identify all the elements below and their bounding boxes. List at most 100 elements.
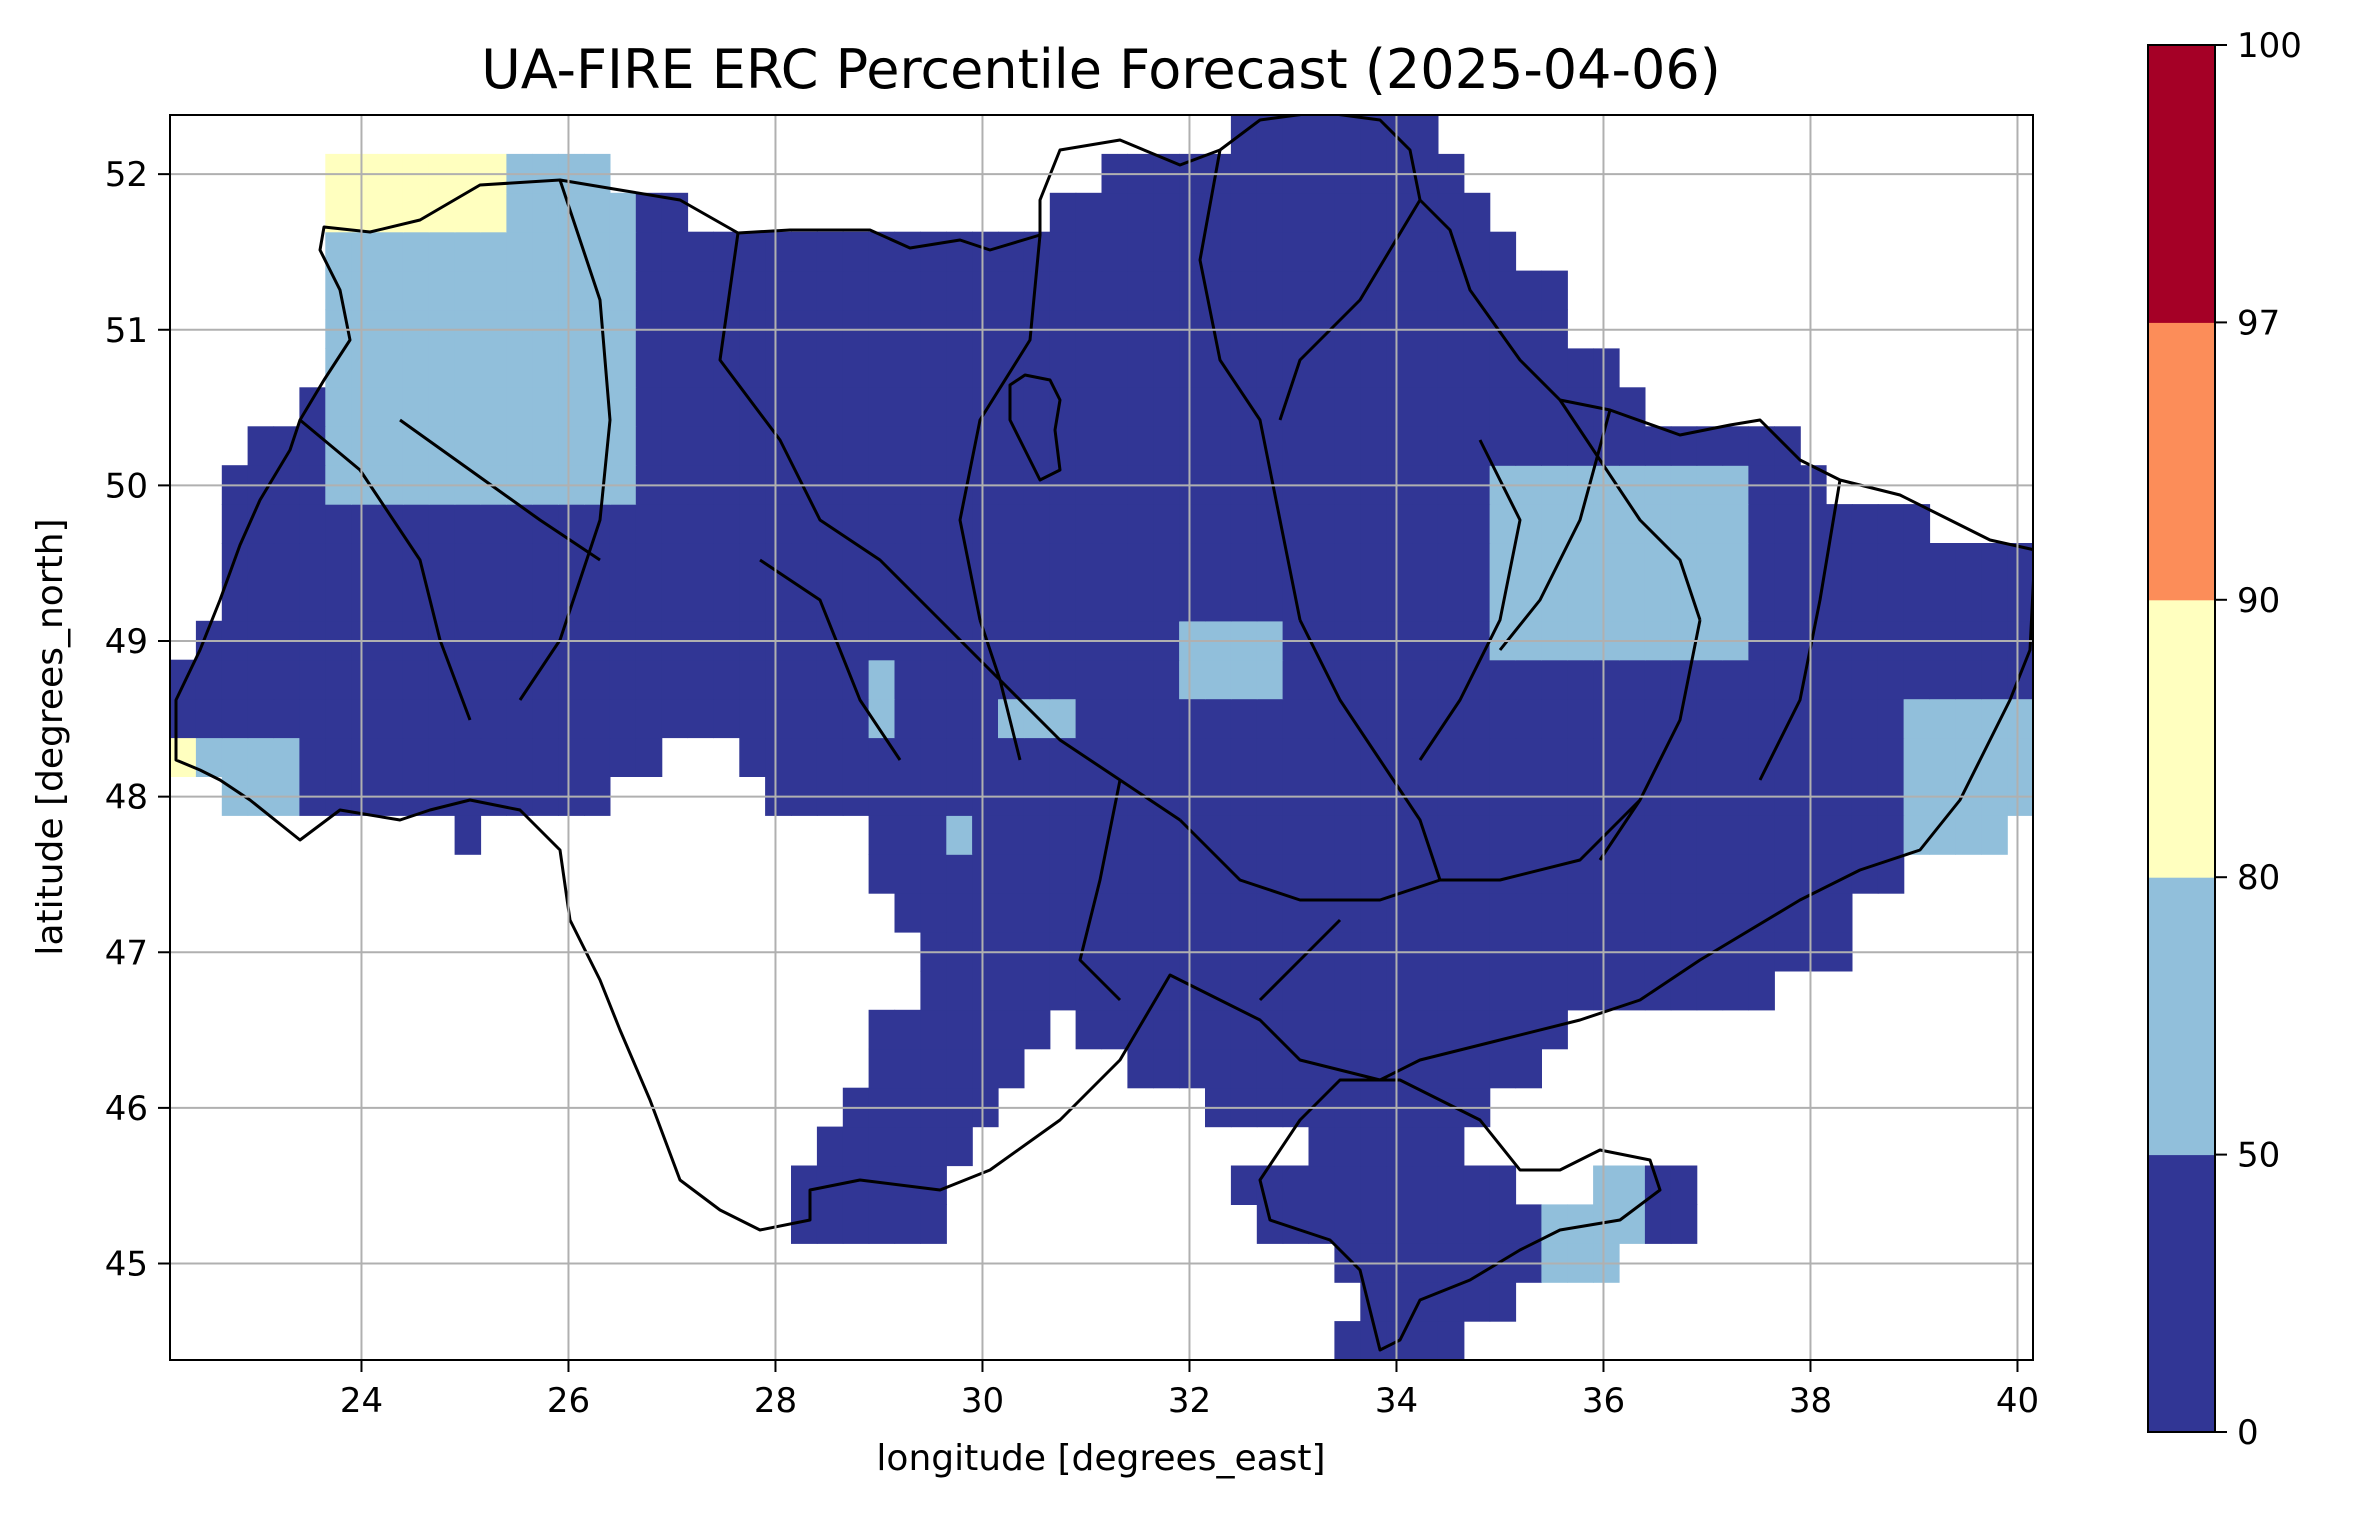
heatmap-cell [377, 270, 404, 311]
heatmap-cell [635, 387, 663, 427]
heatmap-cell [1877, 737, 1905, 777]
heatmap-cell [480, 543, 507, 583]
heatmap-cell [1412, 543, 1439, 583]
heatmap-cell [1567, 737, 1594, 777]
heatmap-cell [454, 231, 482, 272]
heatmap-cell [1722, 426, 1749, 466]
heatmap-cell [1386, 270, 1413, 311]
heatmap-cell [1230, 192, 1258, 233]
heatmap-cell [1489, 1282, 1517, 1322]
heatmap-cell [454, 348, 482, 388]
heatmap-cell [1101, 270, 1128, 311]
heatmap-cell [1075, 504, 1103, 544]
heatmap-cell [894, 270, 921, 311]
heatmap-cell [273, 737, 300, 777]
heatmap-cell [1386, 426, 1413, 466]
heatmap-cell [273, 543, 300, 583]
heatmap-cell [1282, 815, 1310, 855]
heatmap-cell [1541, 893, 1568, 933]
heatmap-cell [1489, 659, 1517, 700]
heatmap-cell [351, 698, 378, 739]
heatmap-cell [195, 698, 223, 739]
heatmap-cell [894, 387, 921, 427]
heatmap-cell [1541, 737, 1568, 777]
heatmap-cell [946, 270, 973, 311]
heatmap-cell [1205, 893, 1232, 933]
heatmap-cell [972, 270, 999, 311]
heatmap-cell [1101, 192, 1128, 233]
heatmap-cell [1386, 854, 1413, 894]
heatmap-cell [1670, 893, 1698, 933]
heatmap-cell [946, 348, 973, 388]
heatmap-cell [1903, 504, 1931, 544]
heatmap-cell [1981, 737, 2008, 777]
heatmap-cell [506, 426, 533, 466]
heatmap-cell [480, 698, 507, 739]
heatmap-cell [1981, 543, 2008, 583]
heatmap-cell [1619, 581, 1646, 622]
heatmap-cell [1541, 504, 1568, 544]
heatmap-cell [713, 543, 740, 583]
heatmap-cell [868, 504, 896, 544]
heatmap-cell [402, 698, 430, 739]
heatmap-cell [1722, 698, 1749, 739]
heatmap-cell [1696, 426, 1724, 466]
heatmap-cell [1955, 698, 1982, 739]
heatmap-cell [946, 1009, 973, 1050]
heatmap-cell [584, 659, 611, 700]
heatmap-cell [1127, 970, 1154, 1011]
heatmap-cell [1256, 543, 1284, 583]
heatmap-cell [1282, 192, 1310, 233]
heatmap-cell [1334, 1126, 1361, 1167]
heatmap-cell [661, 543, 689, 583]
x-axis-ticks: 24 26 28 30 32 34 36 38 40 [340, 1360, 2039, 1421]
heatmap-cell [1230, 815, 1258, 855]
heatmap-cell [1877, 543, 1905, 583]
heatmap-cell [635, 698, 663, 739]
heatmap-cell [1800, 815, 1827, 855]
heatmap-cell [1489, 426, 1517, 466]
heatmap-cell [1826, 543, 1853, 583]
heatmap-cell [1101, 854, 1128, 894]
heatmap-cell [1049, 737, 1077, 777]
heatmap-cell [1541, 659, 1568, 700]
heatmap-cell [1463, 1048, 1491, 1089]
heatmap-cell [1670, 815, 1698, 855]
heatmap-cell [1800, 543, 1827, 583]
heatmap-cell [1437, 192, 1465, 233]
heatmap-cell [1230, 504, 1258, 544]
heatmap-cell [247, 543, 275, 583]
heatmap-cell [1463, 1165, 1491, 1205]
heatmap-cell [1308, 1126, 1335, 1167]
heatmap-cell [1179, 387, 1206, 427]
heatmap-cell [1360, 737, 1387, 777]
heatmap-cell [920, 970, 947, 1011]
heatmap-cell [1489, 698, 1517, 739]
heatmap-cell [1593, 504, 1620, 544]
heatmap-cell [1334, 1204, 1361, 1244]
heatmap-cell [1230, 1048, 1258, 1089]
heatmap-cell [998, 270, 1025, 311]
heatmap-cell [765, 348, 792, 388]
heatmap-cell [972, 815, 999, 855]
heatmap-cell [351, 581, 378, 622]
colorbar-segment [2148, 1154, 2215, 1433]
colorbar-segment [2148, 877, 2215, 1156]
heatmap-cell [1360, 581, 1387, 622]
heatmap-cell [402, 504, 430, 544]
heatmap-cell [1386, 698, 1413, 739]
colorbar-segment [2148, 599, 2215, 878]
heatmap-cell [1489, 1009, 1517, 1050]
y-tick-label: 47 [105, 933, 148, 973]
heatmap-cell [299, 426, 326, 466]
heatmap-cell [1308, 854, 1335, 894]
heatmap-cell [1230, 581, 1258, 622]
heatmap-cell [1877, 659, 1905, 700]
heatmap-cell [1049, 348, 1077, 388]
heatmap-cell [532, 270, 559, 311]
heatmap-cell [428, 504, 456, 544]
heatmap-cell [894, 1048, 921, 1089]
heatmap-cell [558, 659, 585, 700]
heatmap-cell [2007, 737, 2033, 777]
